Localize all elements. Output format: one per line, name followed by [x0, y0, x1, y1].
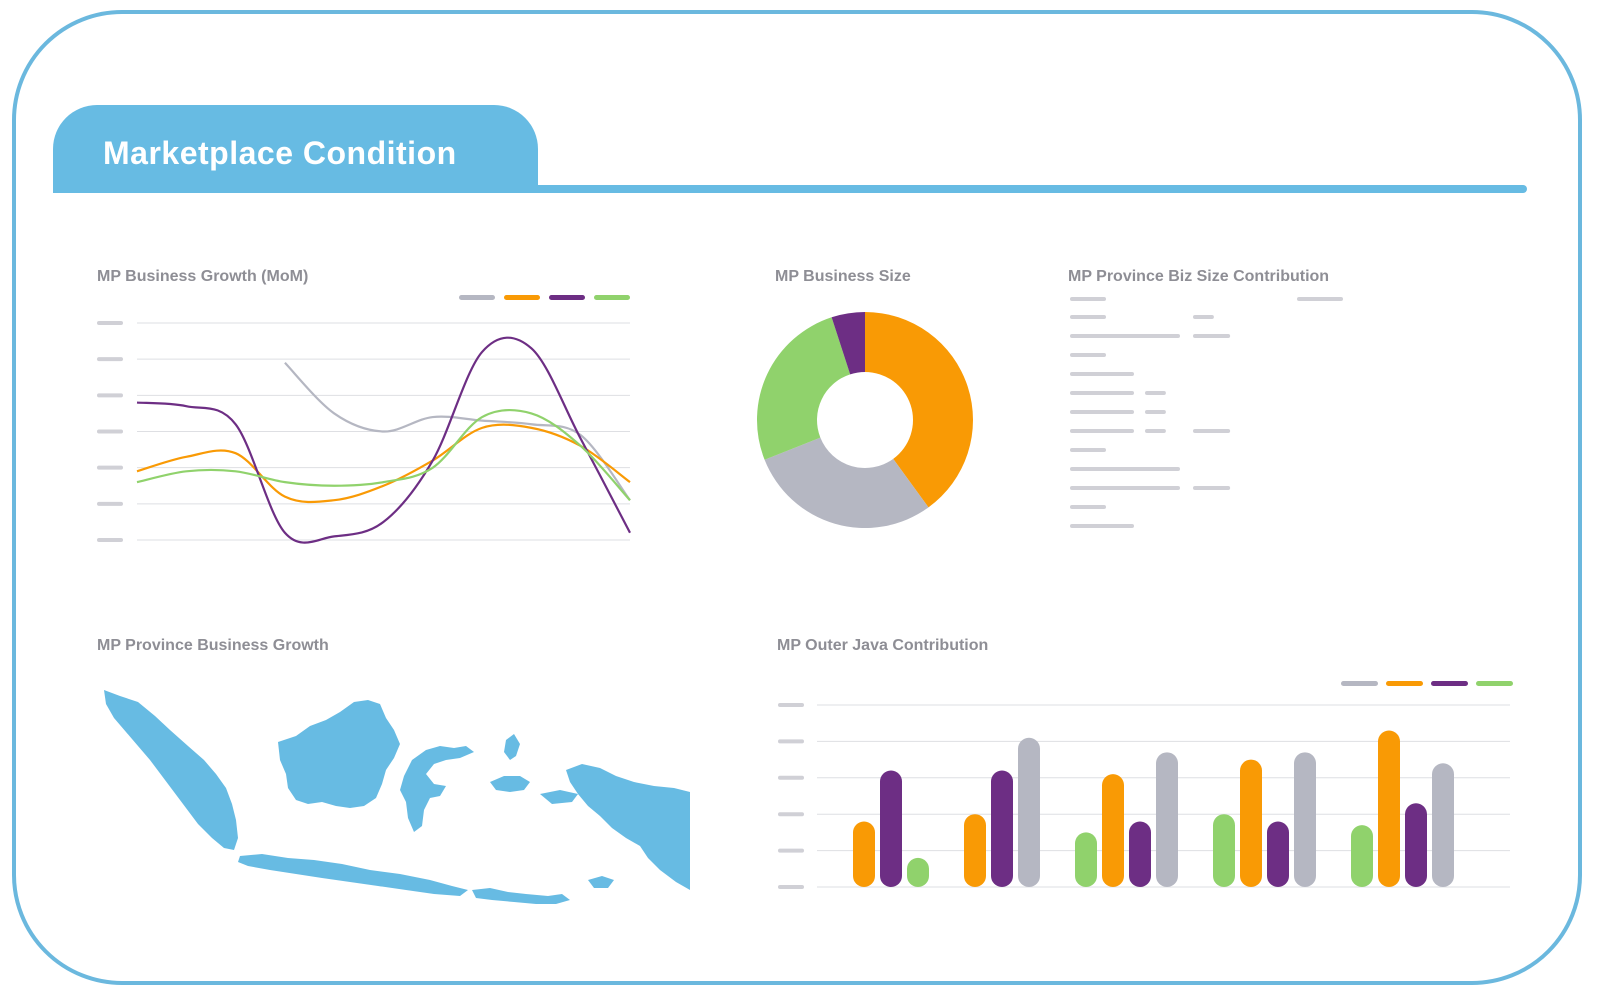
donut-slice-gray [764, 437, 929, 528]
table-cell [1193, 486, 1231, 490]
bar-orange [1240, 759, 1262, 887]
y-tick-label [97, 321, 123, 325]
y-tick-label [778, 848, 804, 853]
series-line-orange [136, 423, 631, 504]
table-cell [1070, 353, 1106, 357]
table-cell [1145, 429, 1166, 433]
legend-swatch-gray [1341, 681, 1378, 686]
donut-slice-orange [865, 312, 973, 508]
table-cell [1070, 448, 1106, 452]
legend-swatch-gray [459, 295, 495, 300]
contribution-table-title: MP Province Biz Size Contribution [1068, 268, 1330, 285]
legend-swatch-green [1476, 681, 1513, 686]
contribution-table [1070, 297, 1343, 528]
y-tick-label [97, 501, 123, 506]
table-cell [1193, 315, 1214, 319]
bar-gray [1294, 752, 1316, 887]
legend-swatch-purple [549, 295, 585, 300]
map-island-papua [566, 764, 690, 890]
bar-orange [1378, 730, 1400, 887]
map-island-maluku [490, 776, 530, 792]
table-cell [1070, 467, 1180, 471]
page-title: Marketplace Condition [103, 135, 457, 171]
outer-java-bar-chart [778, 681, 1513, 889]
bar-orange [964, 814, 986, 887]
y-tick-label [97, 357, 123, 362]
bar-purple [1129, 821, 1151, 887]
province-map-title: MP Province Business Growth [97, 637, 329, 654]
outer-java-chart-title: MP Outer Java Contribution [777, 637, 989, 654]
header-tab: Marketplace Condition [53, 105, 538, 193]
table-cell [1070, 505, 1106, 509]
table-cell [1070, 391, 1134, 395]
bar-orange [1102, 774, 1124, 887]
legend-swatch-orange [1386, 681, 1423, 686]
map-island-timor [588, 876, 614, 888]
table-cell [1145, 410, 1166, 414]
size-donut-chart [757, 312, 973, 528]
table-cell [1070, 486, 1180, 490]
y-tick-label [97, 393, 123, 398]
bar-green [907, 857, 929, 887]
y-tick-label [97, 465, 123, 470]
table-cell [1193, 429, 1231, 433]
bar-green [1351, 825, 1373, 887]
table-cell [1070, 334, 1180, 338]
donut-slice-green [757, 317, 851, 460]
bar-purple [1267, 821, 1289, 887]
bar-gray [1156, 752, 1178, 887]
y-tick-label [97, 538, 123, 542]
header-underline [53, 185, 1527, 193]
map-island-sulawesi [400, 746, 474, 832]
y-tick-label [778, 739, 804, 744]
y-tick-label [97, 429, 123, 434]
table-cell [1070, 524, 1134, 528]
indonesia-map [104, 690, 690, 904]
y-tick-label [778, 703, 804, 707]
bar-purple [1405, 803, 1427, 887]
bar-purple [991, 770, 1013, 887]
donut-slice-purple [831, 312, 865, 375]
series-line-purple [136, 336, 631, 544]
table-cell [1070, 372, 1134, 376]
table-cell [1070, 315, 1106, 319]
size-chart-title: MP Business Size [775, 268, 911, 285]
table-cell [1070, 429, 1134, 433]
legend-swatch-purple [1431, 681, 1468, 686]
map-island-seram [540, 790, 578, 804]
table-cell [1070, 410, 1134, 414]
series-line-green [136, 408, 631, 501]
table-header-cell [1297, 297, 1343, 301]
bar-green [1213, 814, 1235, 887]
y-tick-label [778, 885, 804, 889]
map-island-java [238, 854, 468, 896]
map-island-sumatra [104, 690, 238, 850]
bar-gray [1018, 737, 1040, 887]
table-cell [1145, 391, 1166, 395]
map-island-bali-nusa [472, 888, 570, 904]
legend-swatch-green [594, 295, 630, 300]
table-header-cell [1070, 297, 1106, 301]
bar-orange [853, 821, 875, 887]
series-line-gray [284, 362, 631, 501]
y-tick-label [778, 775, 804, 780]
legend-swatch-orange [504, 295, 540, 300]
bar-purple [880, 770, 902, 887]
map-island-kalimantan [278, 700, 400, 808]
table-cell [1193, 334, 1231, 338]
map-island-halmahera [504, 734, 520, 760]
bar-green [1075, 832, 1097, 887]
growth-line-chart [97, 295, 631, 544]
y-tick-label [778, 812, 804, 817]
bar-gray [1432, 763, 1454, 887]
growth-chart-title: MP Business Growth (MoM) [97, 268, 309, 285]
